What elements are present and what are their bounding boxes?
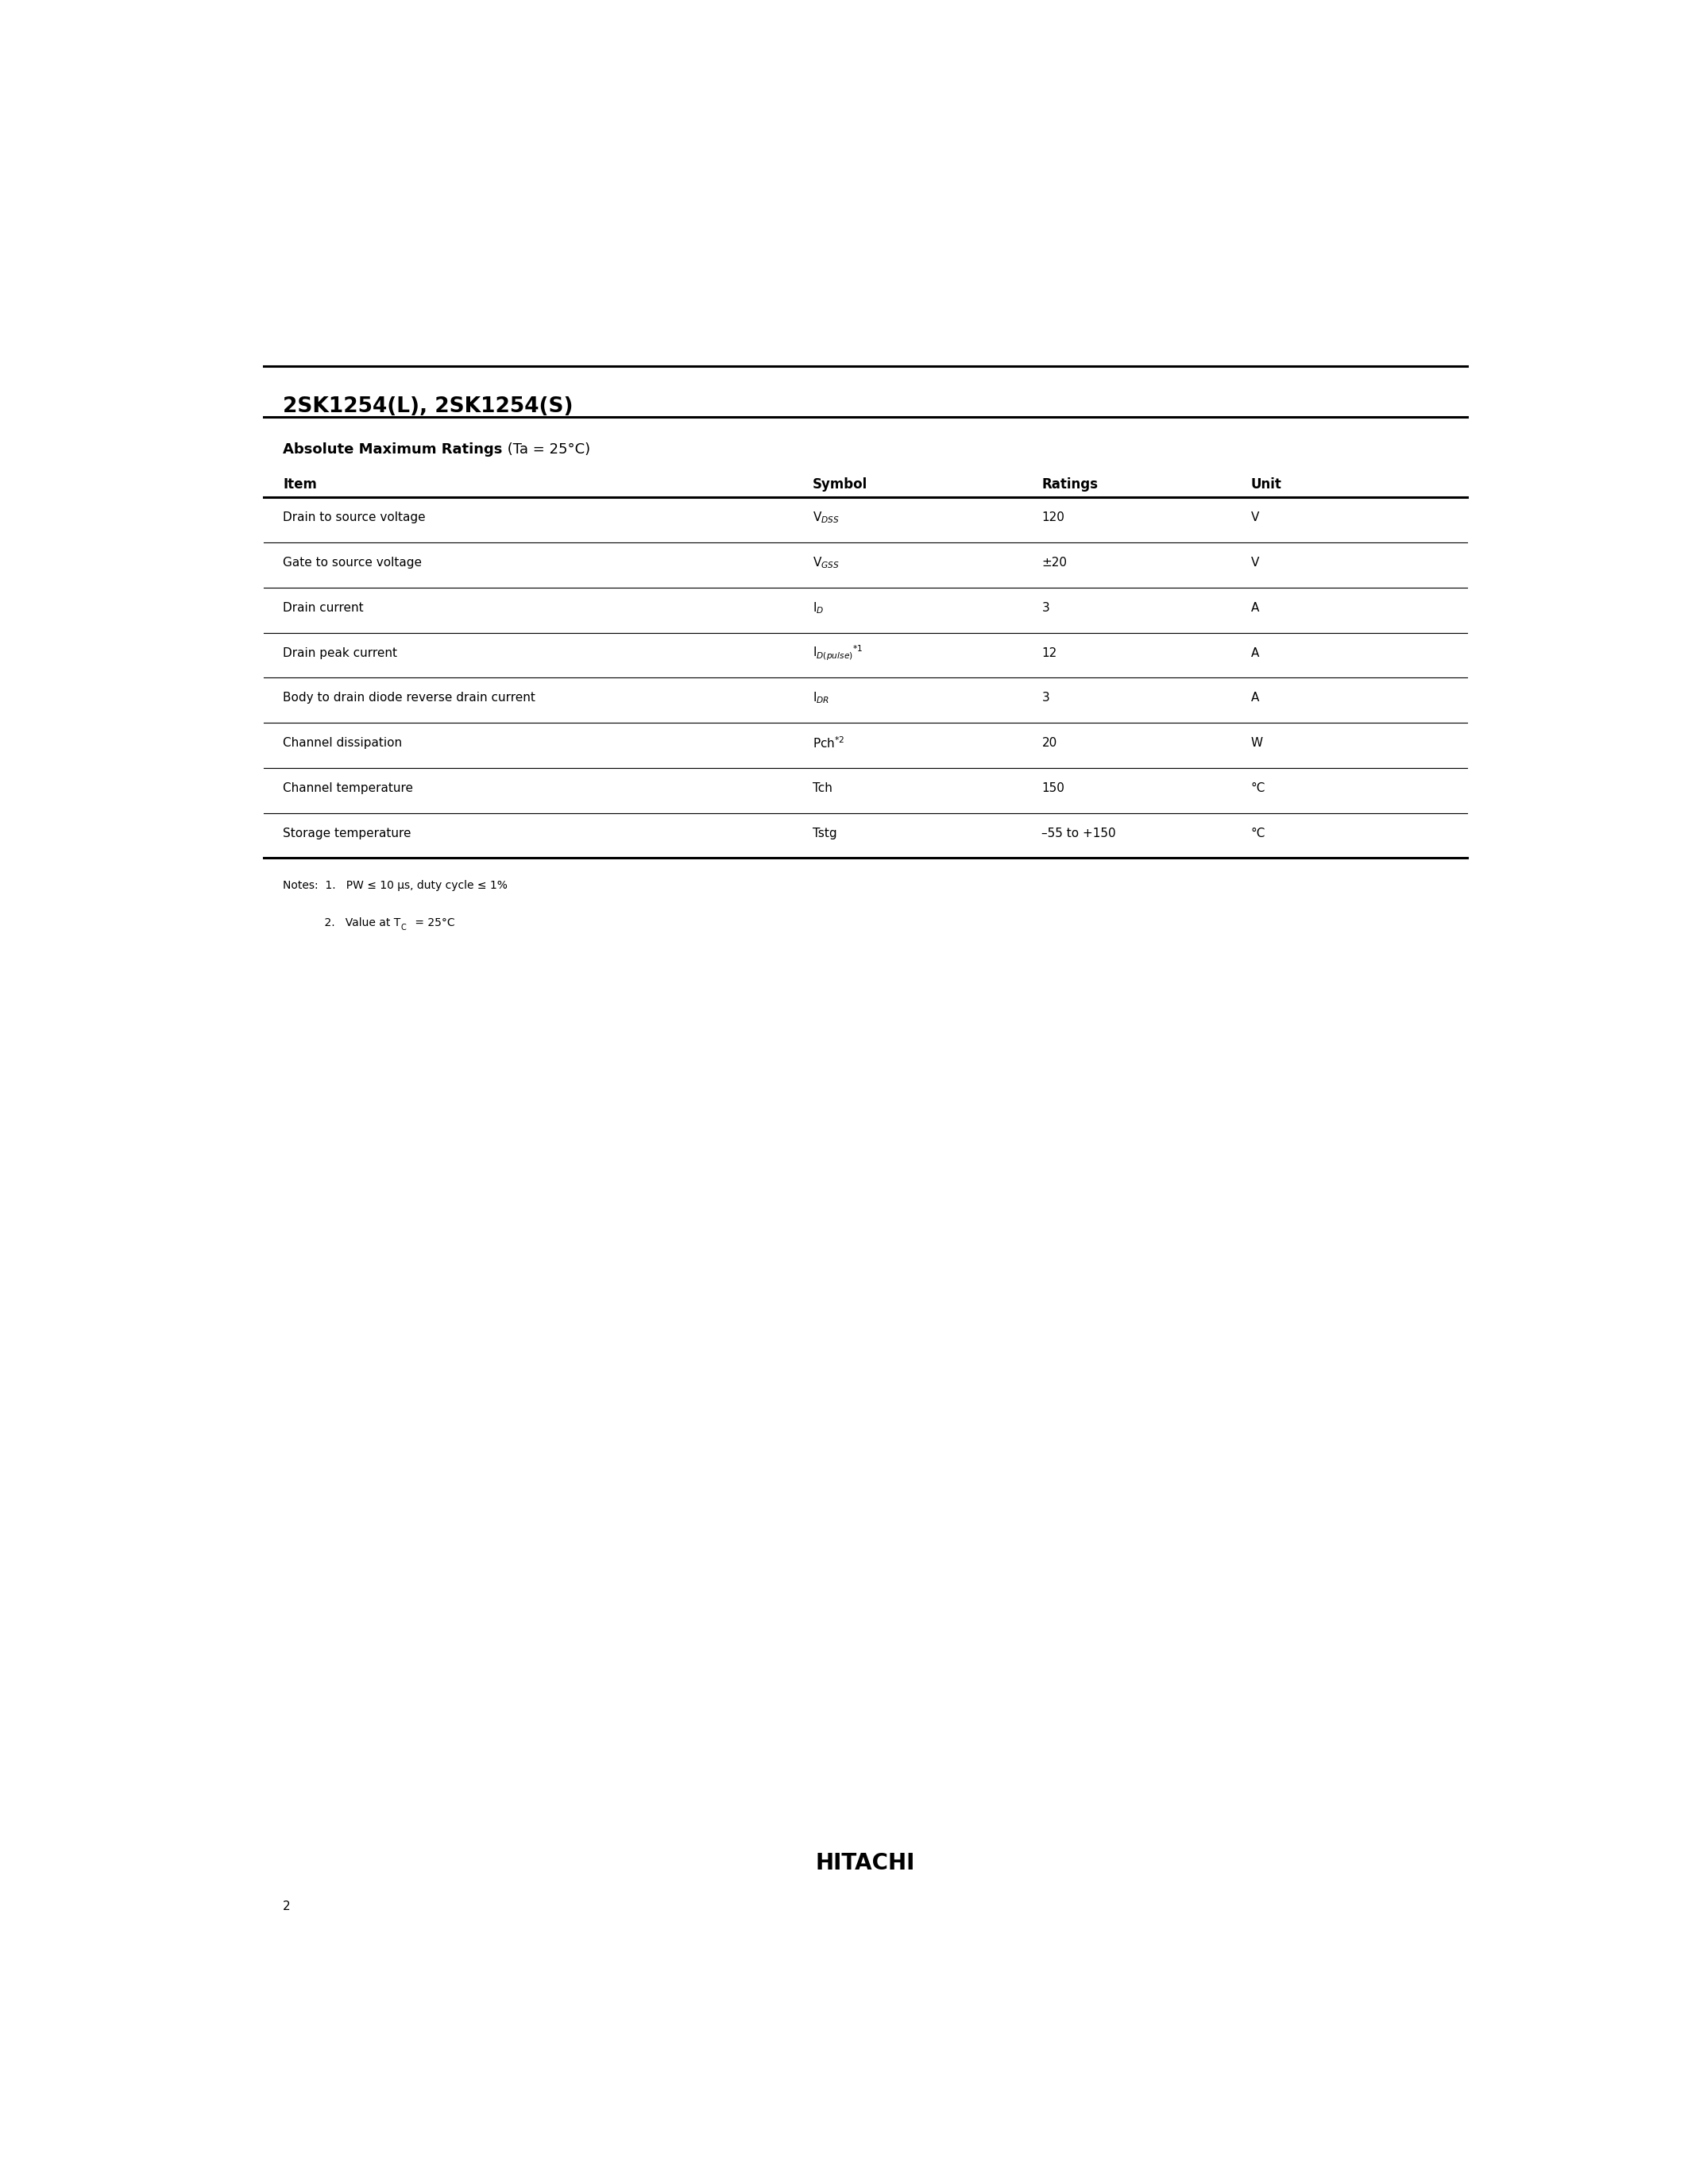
Text: Channel dissipation: Channel dissipation	[284, 738, 402, 749]
Text: A: A	[1251, 646, 1259, 660]
Text: V: V	[1251, 511, 1259, 524]
Text: HITACHI: HITACHI	[815, 1852, 915, 1874]
Text: 3: 3	[1041, 603, 1050, 614]
Text: Ratings: Ratings	[1041, 478, 1099, 491]
Text: Item: Item	[284, 478, 317, 491]
Text: ±20: ±20	[1041, 557, 1067, 568]
Text: Channel temperature: Channel temperature	[284, 782, 414, 795]
Text: Drain to source voltage: Drain to source voltage	[284, 511, 425, 524]
Text: Symbol: Symbol	[814, 478, 868, 491]
Text: –55 to +150: –55 to +150	[1041, 828, 1116, 839]
Text: = 25°C: = 25°C	[412, 917, 454, 928]
Text: I$_{DR}$: I$_{DR}$	[814, 690, 830, 705]
Text: 12: 12	[1041, 646, 1057, 660]
Text: 150: 150	[1041, 782, 1065, 795]
Text: Gate to source voltage: Gate to source voltage	[284, 557, 422, 568]
Text: C: C	[400, 924, 407, 933]
Text: V: V	[1251, 557, 1259, 568]
Text: Drain peak current: Drain peak current	[284, 646, 397, 660]
Text: Notes:  1.   PW ≤ 10 μs, duty cycle ≤ 1%: Notes: 1. PW ≤ 10 μs, duty cycle ≤ 1%	[284, 880, 508, 891]
Text: Absolute Maximum Ratings: Absolute Maximum Ratings	[284, 441, 503, 456]
Text: V$_{GSS}$: V$_{GSS}$	[814, 555, 841, 570]
Text: W: W	[1251, 738, 1263, 749]
Text: Pch$^{*2}$: Pch$^{*2}$	[814, 736, 846, 751]
Text: I$_{D}$: I$_{D}$	[814, 601, 824, 616]
Text: (Ta = 25°C): (Ta = 25°C)	[503, 441, 591, 456]
Text: Tch: Tch	[814, 782, 832, 795]
Text: 3: 3	[1041, 692, 1050, 703]
Text: A: A	[1251, 603, 1259, 614]
Text: Drain current: Drain current	[284, 603, 363, 614]
Text: °C: °C	[1251, 782, 1266, 795]
Text: 2: 2	[284, 1900, 290, 1913]
Text: 120: 120	[1041, 511, 1065, 524]
Text: I$_{D(pulse)}$$^{*1}$: I$_{D(pulse)}$$^{*1}$	[814, 644, 863, 662]
Text: 2SK1254(L), 2SK1254(S): 2SK1254(L), 2SK1254(S)	[284, 397, 574, 417]
Text: Storage temperature: Storage temperature	[284, 828, 412, 839]
Text: V$_{DSS}$: V$_{DSS}$	[814, 511, 839, 524]
Text: Tstg: Tstg	[814, 828, 837, 839]
Text: A: A	[1251, 692, 1259, 703]
Text: Body to drain diode reverse drain current: Body to drain diode reverse drain curren…	[284, 692, 535, 703]
Text: °C: °C	[1251, 828, 1266, 839]
Text: 2.   Value at T: 2. Value at T	[284, 917, 400, 928]
Text: 2.   Value at T: 2. Value at T	[284, 917, 400, 928]
Text: Unit: Unit	[1251, 478, 1281, 491]
Text: 20: 20	[1041, 738, 1057, 749]
